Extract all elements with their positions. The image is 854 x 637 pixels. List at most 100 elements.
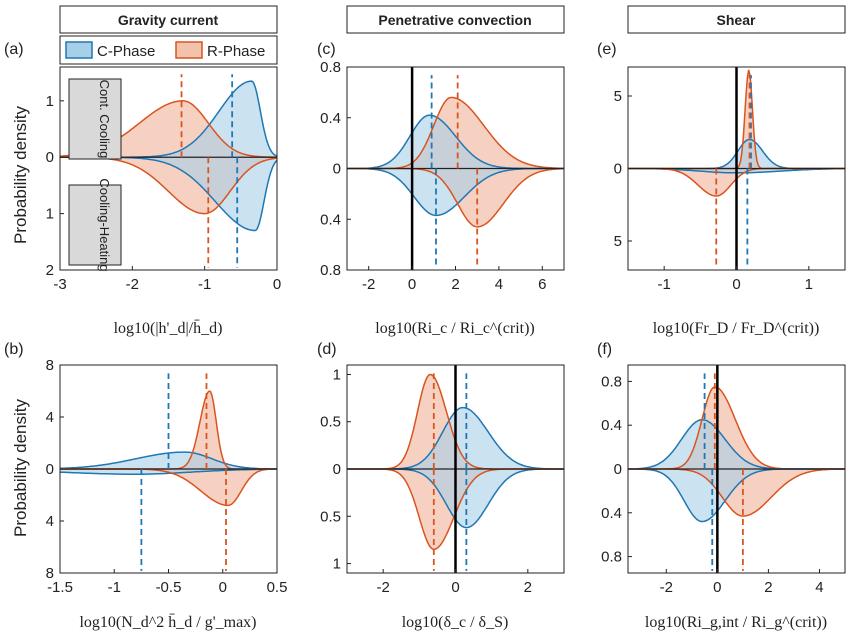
x-axis-label-d: log10(δ_c / δ_S) [402,614,509,631]
y-tick-label-d: 0.5 [320,414,341,431]
x-axis-label-e: log10(Fr_D / Fr_D^(crit)) [653,320,820,337]
legend-swatch-r-phase [175,41,203,59]
y-tick-label-b: 4 [46,409,54,426]
x-axis-label-a: log10(|h'_d|/h̄_d) [114,319,223,337]
density-fill-b-c-top [60,452,277,469]
panel-label-b: (b) [4,341,24,358]
plot-area-d [347,365,564,573]
y-tick-label-a: 1 [46,93,54,110]
legend-label-c-phase: C-Phase [97,43,155,60]
plot-area-c [347,67,564,270]
y-tick-label-e: 5 [614,233,622,250]
panel-label-f: (f) [597,341,612,358]
panel-b: -1.5 -1 -0.5 0 0.5 8 4 0 4 8 (b) [4,341,287,596]
y-tick-label-f: 0.8 [601,373,622,390]
x-tick-label-f: 0 [713,579,721,596]
panel-f: -2 0 2 4 0.8 0.4 0 0.4 0.8 (f) [597,341,846,596]
plot-area-b [60,373,277,571]
y-axis-label-bottom: Probability density [11,399,30,537]
x-tick-label-c: -2 [362,276,375,293]
annotation-cont-cooling: Cont. Cooling [68,78,122,160]
y-tick-label-b: 8 [46,565,54,582]
y-tick-label-d: 0.5 [320,508,341,525]
panel-label-d: (d) [317,341,337,358]
y-tick-label-f: 0 [614,461,622,478]
x-tick-label-a: -1 [198,276,211,293]
density-fill-c-c-bottom [347,168,564,216]
density-fill-c-r-top [347,97,564,169]
x-axis-label-f: log10(Ri_g,int / Ri_g^(crit)) [645,614,827,631]
density-fill-f-r-bottom [628,469,845,517]
y-tick-label-c: 0.8 [320,262,341,279]
panel-c: -2 0 2 4 60.80.400.40.8(c) [317,41,565,293]
panel-label-a: (a) [4,41,24,58]
y-tick-label-b: 0 [46,461,54,478]
y-axis-label-top: Probability density [11,106,30,244]
y-tick-label-e: 5 [614,88,622,105]
plot-area-f [628,365,845,573]
density-line-b-c-bottom [60,468,277,475]
y-tick-label-a: 0 [46,149,54,166]
y-tick-label-a: 2 [46,262,54,279]
panel-d: -2 0 2 1 0.5 0 0.5 1 (d) [317,341,565,596]
x-tick-label-c: 2 [451,276,459,293]
y-tick-label-c: 0.4 [320,211,341,228]
x-tick-label-c: 0 [408,276,416,293]
panel-label-e: (e) [597,41,617,58]
y-tick-label-c: 0.4 [320,110,341,127]
legend-label-r-phase: R-Phase [207,43,265,60]
x-tick-label-e: 0 [732,276,740,293]
column-header-gravity-current: Gravity current [59,5,278,34]
column-header-penetrative-convection: Penetrative convection [346,5,565,34]
x-tick-label-b: -1 [108,579,121,596]
x-tick-label-a: -3 [53,276,66,293]
y-tick-label-f: 0.4 [601,417,622,434]
panel-a: -3 -2 -1 0 2 1 0 1 (a) [4,41,281,293]
panel-label-c: (c) [317,41,336,58]
density-fill-a-c-bottom [60,157,277,231]
x-axis-label-b: log10(N_d^2 h̄_d / g'_max) [79,613,256,631]
density-fill-b-r-bottom [60,469,277,506]
legend-swatch-c-phase [65,41,93,59]
y-tick-label-c: 0 [333,161,341,178]
x-tick-label-f: 2 [764,579,772,596]
x-tick-label-f: 4 [815,579,823,596]
x-axis-label-c: log10(Ri_c / Ri_c^(crit)) [375,320,534,337]
x-tick-label-a: -2 [126,276,139,293]
x-tick-label-a: 0 [273,276,281,293]
x-tick-label-d: 2 [524,579,532,596]
header-penetrative-convection: Penetrative convection [378,12,531,28]
y-tick-label-e: 0 [614,161,622,178]
x-tick-label-b: 0 [219,579,227,596]
density-fill-a-c-top [60,81,277,158]
column-header-shear: Shear [627,5,846,34]
y-tick-label-d: 0 [333,461,341,478]
annotation-cooling-heating: Cooling-Heating [68,178,122,272]
y-tick-label-f: 0.4 [601,505,622,522]
x-tick-label-c: 4 [495,276,503,293]
y-tick-label-b: 4 [46,513,54,530]
x-tick-label-b: 0.5 [267,579,288,596]
legend: C-Phase R-Phase [59,35,278,65]
x-tick-label-f: -2 [660,579,673,596]
y-tick-label-f: 0.8 [601,549,622,566]
x-tick-label-e: 1 [805,276,813,293]
y-tick-label-b: 8 [46,357,54,374]
y-tick-label-a: 1 [46,206,54,223]
annotation-text-cont-cooling: Cont. Cooling [97,80,112,159]
density-fill-f-c-bottom [628,469,845,522]
density-fill-c-c-top [347,115,564,169]
density-fill-f-c-top [628,419,845,469]
density-fill-f-r-top [628,386,845,469]
x-tick-label-b: -0.5 [156,579,182,596]
axes-frame-a [59,66,278,271]
y-tick-label-c: 0.8 [320,59,341,76]
x-tick-label-b: -1.5 [47,579,73,596]
x-tick-label-d: -2 [376,579,389,596]
header-shear: Shear [717,12,756,28]
header-gravity-current: Gravity current [118,12,219,28]
y-tick-label-d: 1 [333,556,341,573]
x-tick-label-e: -1 [657,276,670,293]
annotation-text-cooling-heating: Cooling-Heating [97,178,112,271]
